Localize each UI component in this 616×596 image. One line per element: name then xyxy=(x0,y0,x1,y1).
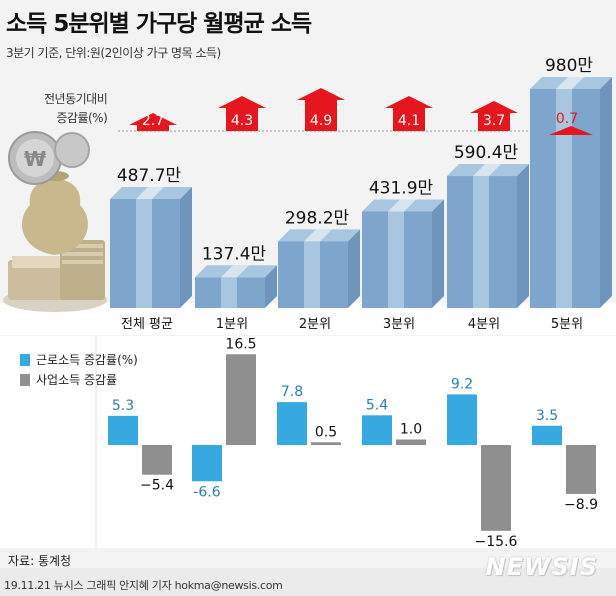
legend: 근로소득 증감률(%) 사업소득 증감률 xyxy=(20,350,138,390)
business-income-bar xyxy=(142,445,172,475)
category-band xyxy=(0,303,616,335)
bar-side-face xyxy=(265,265,277,308)
legend-swatch-earned xyxy=(20,354,30,366)
chart-subtitle: 3분기 기준, 단위:원(2인이상 가구 명목 소득) xyxy=(6,46,221,60)
legend-swatch-business xyxy=(20,374,30,386)
yoy-label: 0.7 xyxy=(556,111,578,127)
bar-stripe xyxy=(473,176,489,308)
bar-side-face xyxy=(600,76,612,308)
credit-line: 19.11.21 뉴시스 그래픽 안지혜 기자 hokma@newsis.com xyxy=(4,579,283,592)
bar-side-face xyxy=(432,199,444,308)
bar-side-face xyxy=(517,164,529,308)
business-income-bar xyxy=(481,445,511,531)
business-income-bar xyxy=(311,442,341,445)
yoy-arrow xyxy=(129,113,177,131)
bar-stripe xyxy=(304,241,320,308)
yoy-arrow xyxy=(470,101,518,131)
business-income-bar xyxy=(226,354,256,445)
earned-income-label: 5.3 xyxy=(112,398,134,414)
earned-income-label: 5.4 xyxy=(366,397,388,413)
income-value-label: 137.4만 xyxy=(202,244,267,264)
income-value-label: 487.7만 xyxy=(117,166,182,186)
bar-ribbon xyxy=(304,229,332,242)
yoy-label: 4.1 xyxy=(398,113,420,129)
legend-item-earned: 근로소득 증감률(%) xyxy=(20,350,138,370)
bar-stripe xyxy=(556,88,572,308)
income-value-label: 980만 xyxy=(545,56,593,76)
yoy-annotation-label: 전년동기대비 증감률(%) xyxy=(44,90,108,128)
earned-income-label: -6.6 xyxy=(193,484,220,500)
bar-ribbon xyxy=(221,265,249,278)
business-income-label: −8.9 xyxy=(564,497,598,513)
yoy-label: 2.7 xyxy=(142,113,164,129)
bar-side-face xyxy=(348,229,360,308)
legend-label-earned: 근로소득 증감률(%) xyxy=(36,353,138,367)
bar-stripe xyxy=(388,211,404,308)
category-label: 3분위 xyxy=(383,317,415,332)
earned-income-bar xyxy=(362,415,392,445)
bar-ribbon xyxy=(388,199,416,212)
category-label: 1분위 xyxy=(216,317,248,332)
earned-income-label: 9.2 xyxy=(451,376,473,392)
business-income-label: 16.5 xyxy=(225,336,256,352)
yoy-label: 3.7 xyxy=(483,113,505,129)
svg-text:₩: ₩ xyxy=(24,147,46,171)
bar-ribbon xyxy=(136,186,164,199)
yoy-annotation-line1: 전년동기대비 xyxy=(44,92,108,106)
business-income-label: 0.5 xyxy=(315,424,337,440)
yoy-arrow xyxy=(385,96,433,131)
yoy-label: 4.3 xyxy=(231,113,253,129)
category-label: 4분위 xyxy=(468,317,500,332)
category-label: 2분위 xyxy=(299,317,331,332)
bar-stripe xyxy=(221,277,237,308)
bar-ribbon xyxy=(556,76,584,89)
yoy-arrow xyxy=(218,96,266,131)
yoy-arrow xyxy=(297,88,345,131)
bottom-chart-panel xyxy=(0,336,616,548)
earned-income-bar xyxy=(532,425,562,445)
business-income-label: −5.4 xyxy=(140,478,174,494)
yoy-label: 4.9 xyxy=(310,113,332,129)
business-income-label: −15.6 xyxy=(475,534,518,550)
earned-income-bar xyxy=(108,415,138,445)
category-label: 5분위 xyxy=(551,317,583,332)
earned-income-bar xyxy=(277,402,307,445)
earned-income-bar xyxy=(192,445,222,482)
yoy-annotation-line2: 증감률(%) xyxy=(56,111,108,125)
earned-income-label: 3.5 xyxy=(536,408,558,424)
income-value-label: 431.9만 xyxy=(369,178,434,198)
newsis-logo: NEWSIS xyxy=(485,553,598,581)
income-value-label: 590.4만 xyxy=(454,143,519,163)
business-income-bar xyxy=(566,445,596,494)
coins-money-illustration: ₩ xyxy=(3,131,107,312)
category-label: 전체 평균 xyxy=(121,317,173,332)
yoy-arrow xyxy=(549,126,593,135)
source-note: 자료: 통계청 xyxy=(8,554,72,568)
business-income-label: 1.0 xyxy=(400,422,422,438)
bar-ribbon xyxy=(473,164,501,177)
chart-title: 소득 5분위별 가구당 월평균 소득 xyxy=(6,11,312,37)
footer-band xyxy=(0,568,616,596)
legend-item-business: 사업소득 증감률 xyxy=(20,370,138,390)
business-income-bar xyxy=(396,439,426,445)
earned-income-label: 7.8 xyxy=(281,384,303,400)
bar-side-face xyxy=(180,186,192,308)
earned-income-bar xyxy=(447,394,477,445)
legend-label-business: 사업소득 증감률 xyxy=(36,373,118,387)
income-value-label: 298.2만 xyxy=(285,208,350,228)
bar-stripe xyxy=(136,198,152,308)
